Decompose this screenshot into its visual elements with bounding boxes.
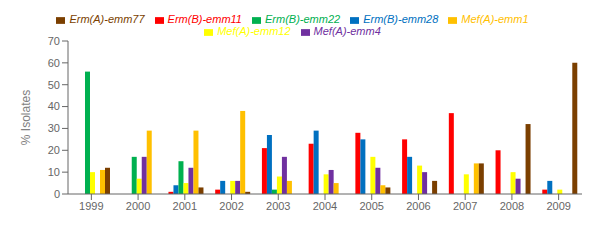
svg-text:0: 0 (54, 188, 60, 200)
html-text:Erm(B)-emm11: Erm(B)-emm11 (167, 13, 242, 25)
svg-text:2006: 2006 (406, 200, 430, 212)
svg-text:2009: 2009 (546, 200, 570, 212)
html-text:Erm(B)-emm22: Erm(B)-emm22 (265, 13, 341, 25)
html-text:Erm(A)-emm77: Erm(A)-emm77 (69, 13, 145, 25)
html-text:Mef(A)-emm1: Mef(A)-emm1 (461, 13, 529, 25)
svg-text:60: 60 (48, 57, 60, 69)
svg-text:20: 20 (48, 144, 60, 156)
svg-text:2004: 2004 (313, 200, 337, 212)
svg-text:50: 50 (48, 79, 60, 91)
svg-text:1999: 1999 (79, 200, 103, 212)
svg-text:30: 30 (48, 122, 60, 134)
svg-text:2002: 2002 (219, 200, 243, 212)
svg-text:10: 10 (48, 166, 60, 178)
svg-text:2000: 2000 (126, 200, 150, 212)
svg-text:2003: 2003 (266, 200, 290, 212)
svg-text:2005: 2005 (359, 200, 383, 212)
svg-text:% Isolates: % Isolates (19, 90, 33, 145)
html-text:Mef(A)-emm4: Mef(A)-emm4 (313, 25, 381, 37)
html-text:Erm(B)-emm28: Erm(B)-emm28 (363, 13, 439, 25)
svg-text:70: 70 (48, 35, 60, 47)
svg-text:40: 40 (48, 100, 60, 112)
svg-text:2008: 2008 (500, 200, 524, 212)
html-text:Mef(A)-emm12: Mef(A)-emm12 (217, 25, 291, 37)
svg-text:2007: 2007 (453, 200, 477, 212)
svg-text:2001: 2001 (173, 200, 197, 212)
